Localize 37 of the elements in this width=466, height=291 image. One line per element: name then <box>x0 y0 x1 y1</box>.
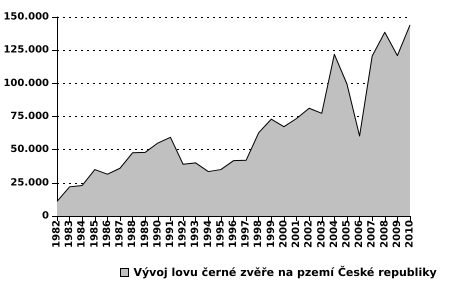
y-tick-label: 25.000 <box>10 177 50 188</box>
x-tick-label: 2005 <box>341 220 352 248</box>
x-tick-label: 2008 <box>379 220 390 248</box>
x-tick-label: 2009 <box>392 220 403 248</box>
x-tick-label: 1994 <box>202 220 214 248</box>
x-tick-label: 1996 <box>228 220 239 248</box>
y-tick-label: 125.000 <box>3 44 50 56</box>
x-tick-label: 1992 <box>178 220 189 248</box>
x-tick-label: 2004 <box>328 220 340 248</box>
y-tick-label: 150.000 <box>3 12 50 22</box>
x-tick-label: 2001 <box>291 220 302 248</box>
x-tick-label: 1993 <box>190 220 202 248</box>
x-tick-label: 1984 <box>76 220 88 248</box>
x-tick-label: 1997 <box>240 220 252 248</box>
x-tick-label: 2007 <box>366 220 378 248</box>
legend-label: Vývoj lovu černé zvěře na pzemí České republiky <box>134 265 437 279</box>
x-tick-label: 1998 <box>253 220 264 248</box>
x-tick-label: 2002 <box>304 220 315 248</box>
x-tick-label: 1990 <box>152 220 164 248</box>
y-tick-label: 50.000 <box>10 144 50 156</box>
x-tick-label: 1987 <box>114 220 126 248</box>
x-tick-label: 2010 <box>404 220 416 248</box>
x-tick-label: 1985 <box>89 220 100 248</box>
x-tick-label: 2000 <box>278 220 290 248</box>
x-tick-label: 1988 <box>127 220 138 248</box>
x-tick-label: 2003 <box>316 220 328 248</box>
x-tick-label: 1983 <box>64 220 76 248</box>
y-tick-label: 100.000 <box>3 78 50 89</box>
x-tick-label: 1995 <box>215 220 226 248</box>
x-tick-label: 1982 <box>52 220 62 248</box>
x-tick-label: 2006 <box>354 220 366 248</box>
x-tick-label: 1986 <box>102 220 113 248</box>
x-tick-label: 1989 <box>140 220 151 248</box>
x-tick-label: 1999 <box>266 220 277 248</box>
y-tick-label: 75.000 <box>10 111 50 122</box>
x-tick-label: 1991 <box>164 220 176 248</box>
y-tick-label: 0 <box>42 210 50 222</box>
